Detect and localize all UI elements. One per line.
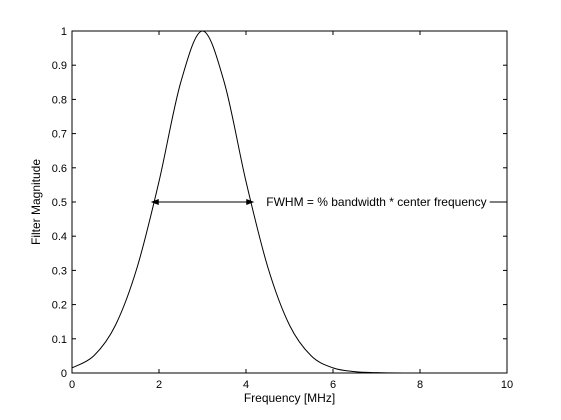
fwhm-annotation-text: FWHM = % bandwidth * center frequency [266,195,486,209]
y-tick-label: 0.6 [52,163,67,175]
fwhm-arrowhead-left [150,199,159,205]
y-tick-label: 0 [61,368,67,380]
x-axis-title: Frequency [MHz] [244,391,335,405]
y-tick-label: 0.7 [52,129,67,141]
x-tick-label: 2 [156,379,162,391]
x-tick-label: 0 [69,379,75,391]
y-tick-label: 0.5 [52,197,67,209]
fwhm-arrowhead-right [246,199,255,205]
x-tick-label: 8 [417,379,423,391]
plot-area-frame [71,30,508,374]
y-tick-label: 0.9 [52,60,67,72]
y-tick-label: 0.3 [52,265,67,277]
y-tick-label: 0.4 [52,231,67,243]
y-axis-title: Filter Magnitude [29,159,43,245]
x-tick-label: 10 [501,379,513,391]
x-tick-label: 6 [330,379,336,391]
fwhm-annotation: FWHM = % bandwidth * center frequency [150,195,507,209]
y-tick-label: 0.1 [52,334,67,346]
y-tick-label: 0.2 [52,300,67,312]
y-tick-label: 1 [61,26,67,38]
y-tick-label: 0.8 [52,94,67,106]
x-tick-label: 4 [243,379,249,391]
